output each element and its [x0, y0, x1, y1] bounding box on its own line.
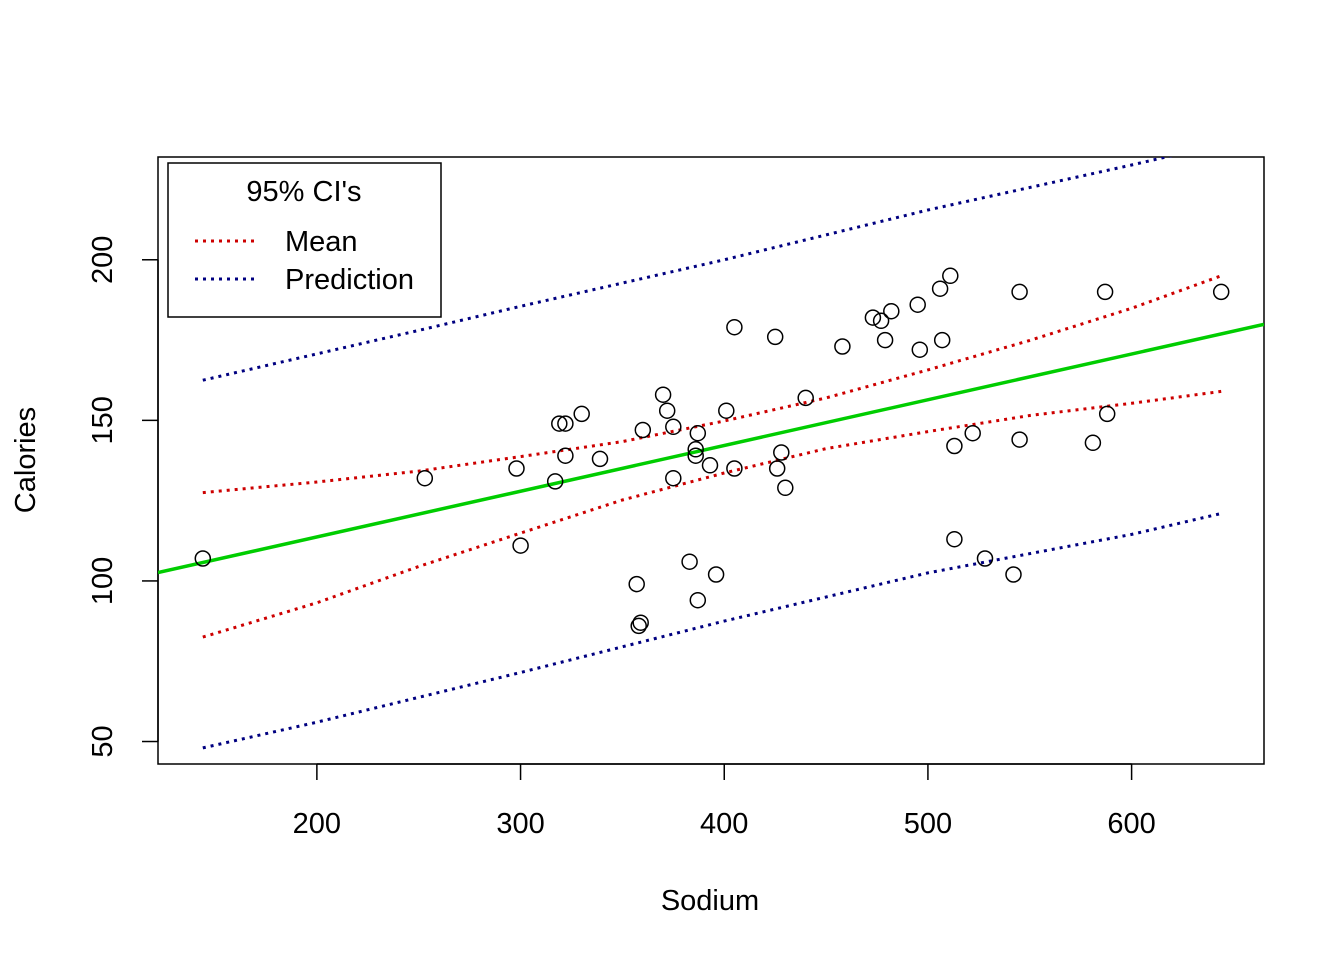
y-tick-label: 200 — [87, 236, 119, 284]
data-point — [689, 424, 707, 442]
data-point — [1011, 283, 1028, 301]
data-point — [701, 457, 719, 474]
legend: 95% CI's Mean Prediction — [167, 162, 442, 318]
data-point — [546, 473, 564, 490]
data-point — [1212, 283, 1230, 301]
series-lines — [158, 157, 1264, 750]
data-point — [557, 415, 574, 432]
data-point — [1096, 283, 1114, 301]
data-point — [766, 328, 784, 346]
data-point — [964, 424, 981, 442]
data-point — [1098, 405, 1116, 423]
data-point — [591, 450, 609, 468]
data-point — [707, 566, 725, 583]
y-tick-label: 150 — [87, 396, 119, 444]
data-point — [665, 469, 682, 487]
legend-label-prediction: Prediction — [285, 264, 414, 296]
data-point — [718, 402, 735, 419]
x-axis-title: Sodium — [661, 885, 759, 917]
x-tick-label: 600 — [1107, 808, 1155, 840]
y-tick-label: 50 — [87, 725, 119, 757]
y-axis-title: Calories — [10, 407, 42, 513]
data-point — [1011, 431, 1028, 448]
legend-label-mean: Mean — [285, 226, 358, 258]
data-point — [194, 550, 212, 567]
data-point — [687, 447, 704, 464]
data-point — [687, 441, 704, 458]
data-point — [864, 309, 882, 326]
series-line-fit — [158, 322, 1264, 575]
x-tick-label: 200 — [293, 808, 341, 840]
data-point — [1005, 566, 1022, 583]
data-point — [911, 341, 929, 358]
data-point — [573, 405, 590, 423]
data-point — [512, 537, 529, 554]
data-point — [773, 444, 790, 461]
series-line-pi-lower — [202, 512, 1222, 750]
x-tick-label: 400 — [700, 808, 748, 840]
data-point — [689, 591, 707, 609]
data-point — [883, 302, 900, 320]
data-point — [933, 331, 951, 349]
data-point — [658, 402, 676, 419]
x-tick-label: 300 — [496, 808, 544, 840]
series-line-pi-upper — [202, 157, 1173, 382]
data-point — [768, 460, 786, 477]
data-point — [654, 386, 672, 403]
data-point — [634, 421, 652, 439]
data-point — [726, 318, 743, 336]
x-axis: 200 300 400 500 600 — [293, 763, 1156, 840]
data-point — [681, 553, 698, 570]
data-point — [976, 550, 994, 567]
data-point — [797, 389, 814, 407]
data-point — [876, 331, 894, 349]
data-point — [632, 614, 649, 631]
y-axis: 50 100 150 200 — [87, 236, 159, 758]
data-point — [726, 460, 743, 477]
data-point — [872, 312, 890, 330]
data-point — [931, 280, 949, 297]
legend-title: 95% CI's — [246, 176, 361, 208]
data-point — [416, 469, 434, 487]
data-point — [1084, 434, 1102, 452]
data-point — [946, 437, 963, 455]
data-points — [194, 267, 1230, 635]
data-point — [665, 418, 682, 436]
data-point — [909, 296, 926, 313]
data-point — [508, 460, 525, 477]
x-tick-label: 500 — [904, 808, 952, 840]
data-point — [942, 267, 959, 285]
data-point — [557, 447, 574, 464]
data-point — [946, 530, 963, 548]
data-point — [628, 575, 645, 593]
data-point — [834, 338, 851, 355]
series-line-ci-lower — [202, 389, 1222, 639]
y-tick-label: 100 — [87, 557, 119, 605]
data-point — [630, 617, 647, 635]
data-point — [551, 415, 568, 432]
data-point — [777, 479, 794, 497]
